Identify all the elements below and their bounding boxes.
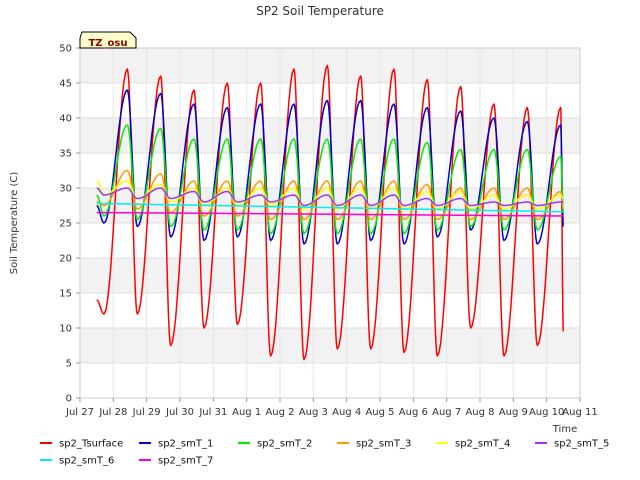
y-tick-label: 40 [59,114,72,125]
y-tick-label: 5 [66,359,72,370]
x-tick-label: Aug 8 [465,407,494,418]
x-tick-label: Aug 5 [365,407,394,418]
series-lines [96,64,565,361]
x-tick-label: Aug 4 [332,407,361,418]
y-tick-label: 20 [59,254,72,265]
x-tick-label: Jul 30 [165,407,194,418]
x-axis-label: Time [552,424,577,435]
legend-label: sp2_smT_7 [158,456,213,467]
badge-shape [79,31,137,49]
chart-title: SP2 Soil Temperature [256,4,384,18]
legend: sp2_Tsurface sp2_smT_1 sp2_smT_2 sp2_smT_3 s… [40,439,609,467]
badge-label: TZ_osu [88,38,127,49]
x-tick-label: Aug 7 [432,407,461,418]
legend-label: sp2_smT_3 [356,439,411,450]
x-tick-label: Aug 6 [399,407,428,418]
y-tick-label: 50 [59,44,72,55]
y-axis-label: Soil Temperature (C) [9,172,20,275]
x-tick-label: Jul 28 [98,407,127,418]
y-tick-label: 30 [59,184,72,195]
x-tick-label: Aug 11 [562,407,597,418]
y-tick-label: 15 [59,289,72,300]
timezone-badge: TZ_osu [79,31,137,49]
legend-label: sp2_smT_6 [59,456,114,467]
plot-band [80,48,580,83]
x-tick-label: Jul 31 [198,407,227,418]
x-tick-label: Jul 27 [65,407,94,418]
series-line-sp2_smT_2 [96,124,565,235]
plot-band [80,258,580,293]
legend-label: sp2_smT_5 [554,439,609,450]
y-tick-label: 45 [59,79,72,90]
series-line-sp2_smT_7 [96,211,564,217]
y-tick-label: 10 [59,324,72,335]
plot-band [80,328,580,363]
y-tick-label: 35 [59,149,72,160]
series-line-sp2_smT_6 [96,202,564,213]
y-axis-ticks: 0 5 10 15 20 25 30 35 40 45 50 [59,44,80,405]
legend-label: sp2_smT_1 [158,439,213,450]
legend-label: sp2_smT_4 [455,439,510,450]
y-tick-label: 0 [66,394,72,405]
x-tick-label: Aug 10 [529,407,564,418]
y-tick-label: 25 [59,219,72,230]
series-line-sp2_smT_1 [96,89,565,245]
x-axis-ticks: Jul 27 Jul 28 Jul 29 Jul 30 Jul 31 Aug 1 Aug 2… [65,398,598,418]
x-tick-label: Aug 1 [232,407,261,418]
x-tick-label: Aug 2 [265,407,294,418]
legend-label: sp2_Tsurface [59,439,123,450]
legend-label: sp2_smT_2 [257,439,312,450]
series-line-sp2_smT_4 [96,180,564,210]
x-tick-label: Jul 29 [132,407,161,418]
series-line-sp2_smT_5 [96,187,564,207]
x-tick-label: Aug 9 [499,407,528,418]
x-tick-label: Aug 3 [299,407,328,418]
